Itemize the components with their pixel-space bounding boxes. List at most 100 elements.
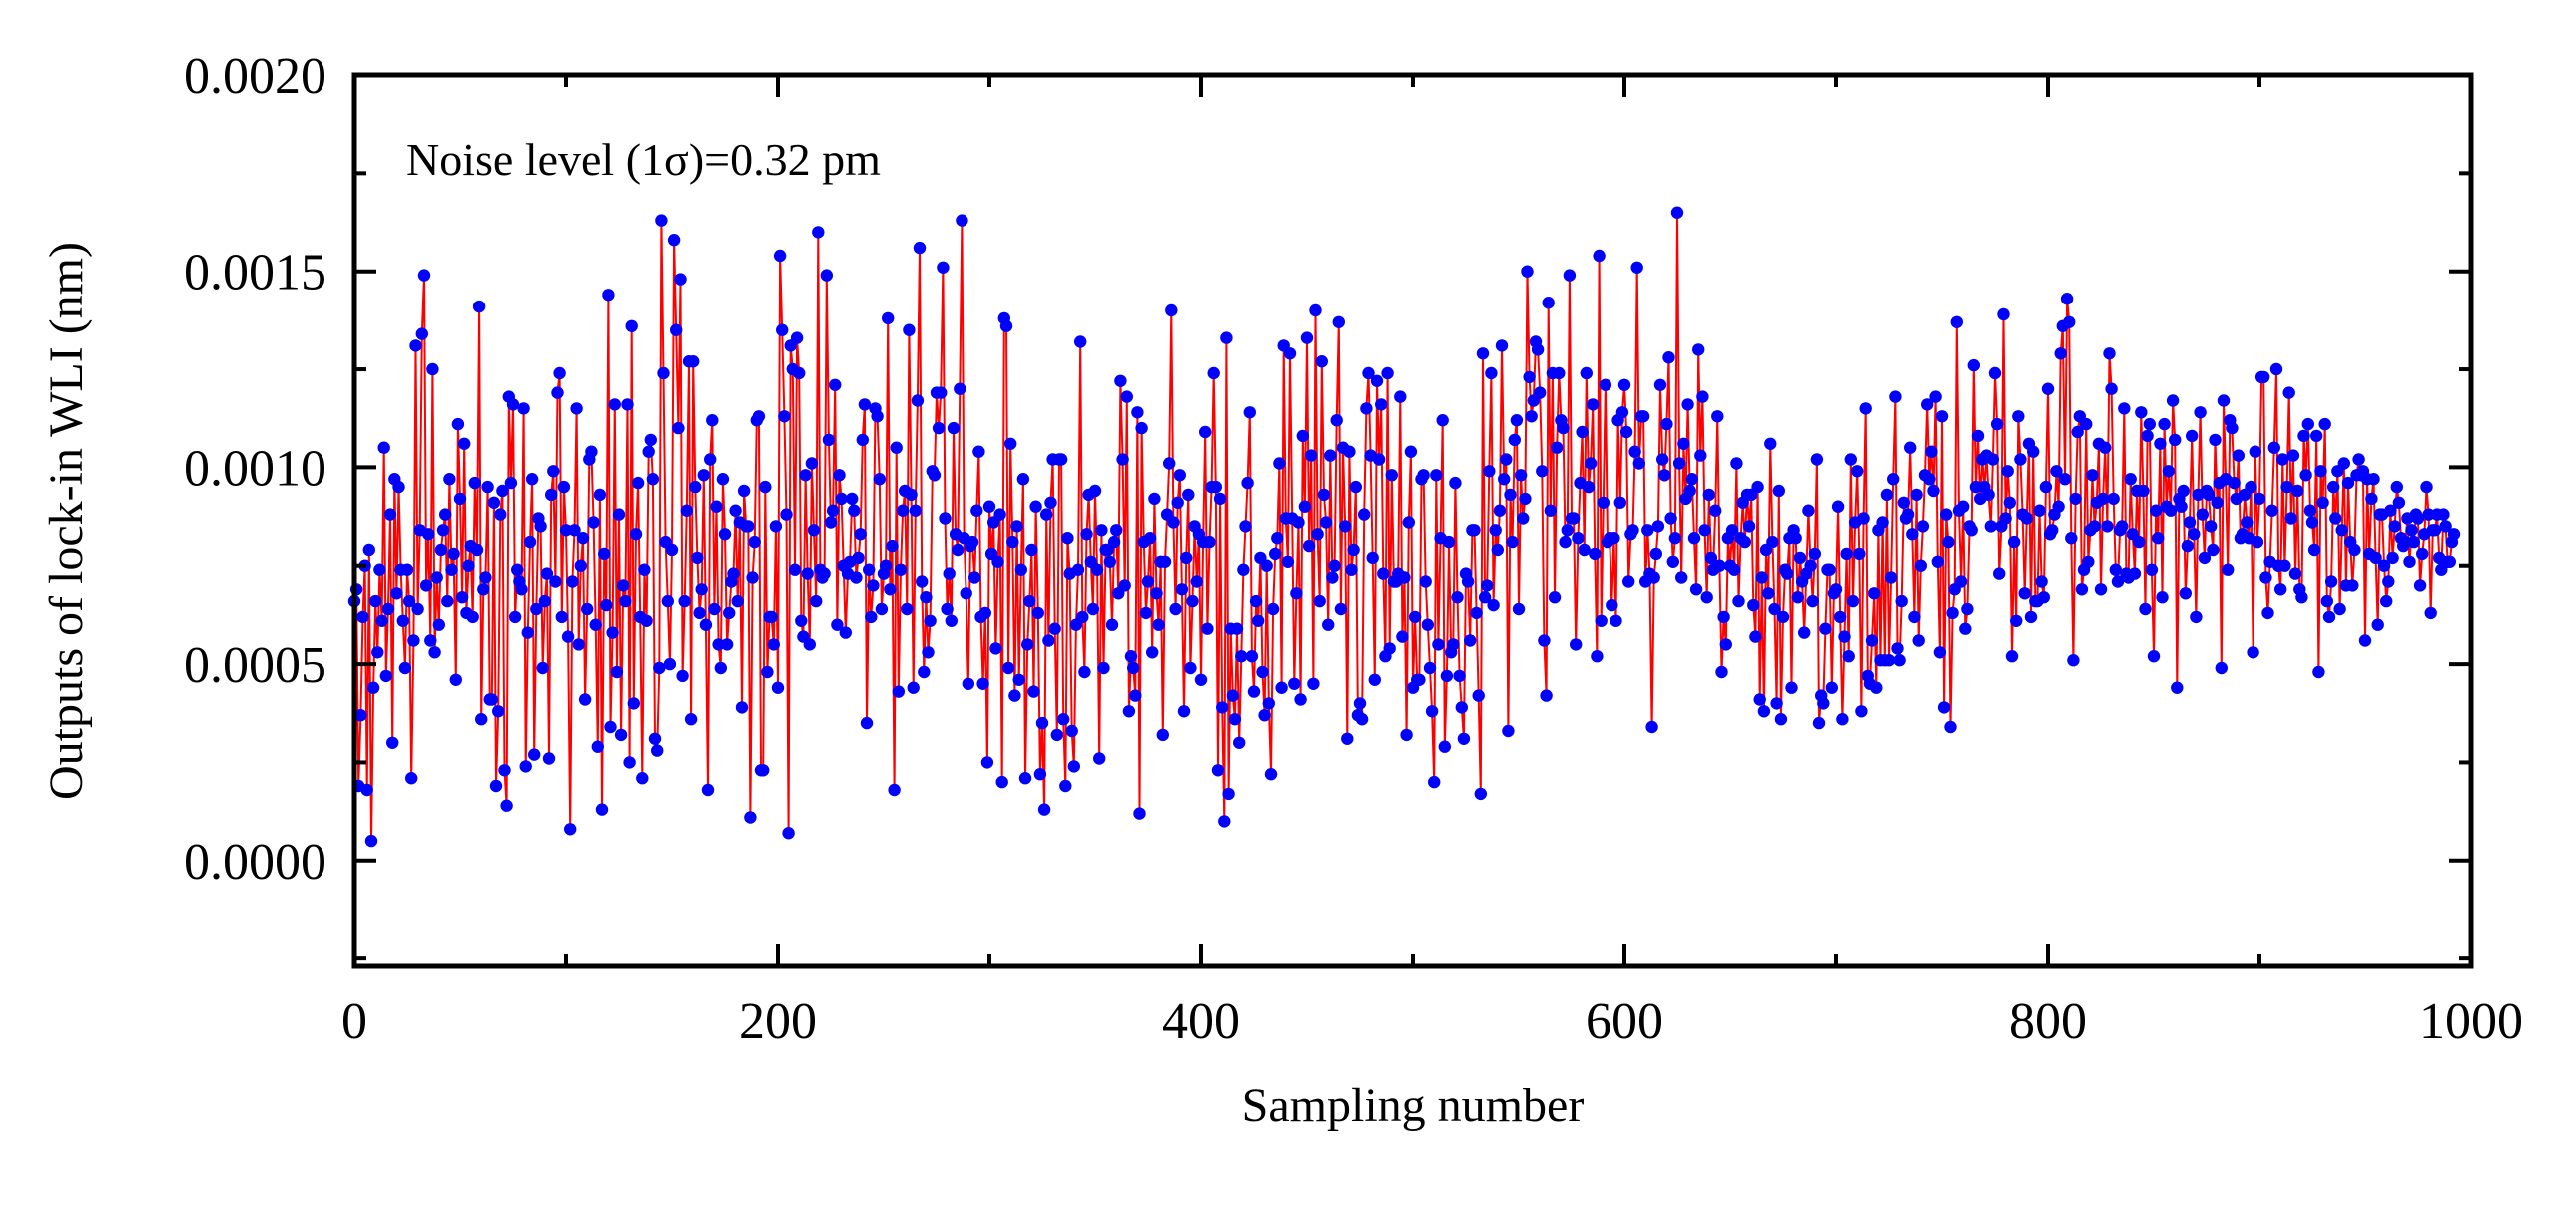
data-point: [2190, 610, 2203, 624]
data-point: [1086, 602, 1100, 616]
data-point: [2407, 535, 2420, 549]
data-point: [1901, 508, 1915, 521]
data-point: [1400, 728, 1413, 742]
data-point: [2422, 508, 2435, 521]
data-point: [494, 508, 507, 521]
data-point: [708, 602, 721, 616]
data-point: [790, 331, 804, 344]
data-point: [731, 594, 744, 608]
noise-level-annotation: Noise level (1σ)=0.32 pm: [406, 134, 881, 185]
data-point: [1436, 414, 1449, 427]
data-point: [1946, 606, 1959, 620]
data-point: [1353, 697, 1367, 710]
data-point: [761, 665, 774, 679]
data-point: [2222, 563, 2235, 576]
data-point: [1846, 594, 1860, 608]
data-point: [2109, 563, 2122, 576]
data-point: [2133, 535, 2146, 549]
data-point: [1685, 473, 1699, 486]
data-point: [1521, 265, 1534, 278]
data-point: [2312, 665, 2325, 679]
data-point: [383, 508, 397, 521]
data-point: [1859, 402, 1872, 415]
data-point: [2280, 480, 2293, 494]
data-point: [472, 300, 486, 313]
data-point: [2232, 449, 2245, 462]
data-point: [487, 496, 501, 509]
data-point: [2274, 583, 2287, 596]
data-point: [748, 535, 761, 549]
data-point: [2058, 473, 2072, 486]
data-point: [2194, 406, 2207, 419]
data-point: [2046, 524, 2059, 537]
data-point: [447, 547, 460, 561]
data-point: [1355, 713, 1369, 726]
data-point: [1597, 496, 1610, 509]
data-point: [1599, 378, 1612, 391]
data-point: [706, 414, 719, 427]
data-point: [1971, 429, 1985, 443]
data-point: [818, 567, 831, 580]
data-point: [1228, 713, 1242, 726]
data-point: [1595, 614, 1608, 627]
data-point: [1908, 610, 1921, 624]
data-point: [610, 665, 624, 679]
data-point: [1506, 535, 1519, 549]
data-point: [1266, 602, 1280, 616]
data-point: [1988, 366, 2002, 380]
data-point: [1675, 571, 1688, 584]
data-point: [2128, 567, 2142, 580]
data-point: [822, 433, 836, 447]
data-point: [2175, 500, 2188, 513]
data-point: [678, 594, 691, 608]
data-point: [1358, 508, 1371, 521]
data-point: [1453, 669, 1466, 683]
data-point: [1916, 520, 1930, 533]
data-point: [1370, 374, 1384, 387]
data-point: [2297, 429, 2310, 443]
data-point: [1372, 453, 1386, 466]
data-point: [689, 480, 702, 494]
data-point: [882, 311, 895, 325]
data-point: [776, 323, 789, 336]
data-point: [1491, 543, 1505, 557]
data-point: [1057, 713, 1070, 726]
data-point: [1080, 528, 1093, 541]
data-point: [589, 618, 602, 631]
data-point: [1632, 457, 1646, 470]
data-point: [2411, 512, 2425, 525]
data-point: [1116, 453, 1129, 466]
data-point: [839, 626, 852, 639]
data-point: [765, 610, 778, 624]
data-point: [402, 594, 416, 608]
data-point: [2333, 602, 2346, 616]
data-point: [795, 614, 808, 627]
data-point: [557, 480, 571, 494]
data-point: [723, 606, 736, 620]
data-point: [663, 657, 677, 671]
data-point: [2386, 551, 2399, 565]
data-point: [1670, 206, 1684, 219]
data-point: [377, 441, 390, 454]
data-point: [907, 681, 920, 694]
data-point: [2388, 520, 2401, 533]
data-point: [619, 594, 632, 608]
data-point: [593, 488, 607, 502]
data-point: [496, 484, 509, 498]
data-point: [439, 508, 452, 521]
data-point: [970, 504, 983, 517]
data-point: [2382, 575, 2395, 588]
data-point: [661, 594, 674, 608]
data-point: [1694, 449, 1707, 462]
data-point: [360, 783, 373, 797]
data-point: [1709, 504, 1722, 517]
data-point: [375, 614, 388, 627]
data-point: [1510, 414, 1524, 427]
data-point: [1696, 390, 1709, 403]
data-point: [1967, 358, 1981, 372]
data-point: [481, 480, 494, 494]
data-point: [462, 559, 475, 572]
data-point: [587, 516, 600, 529]
data-point: [1887, 473, 1900, 486]
data-point: [773, 249, 787, 263]
